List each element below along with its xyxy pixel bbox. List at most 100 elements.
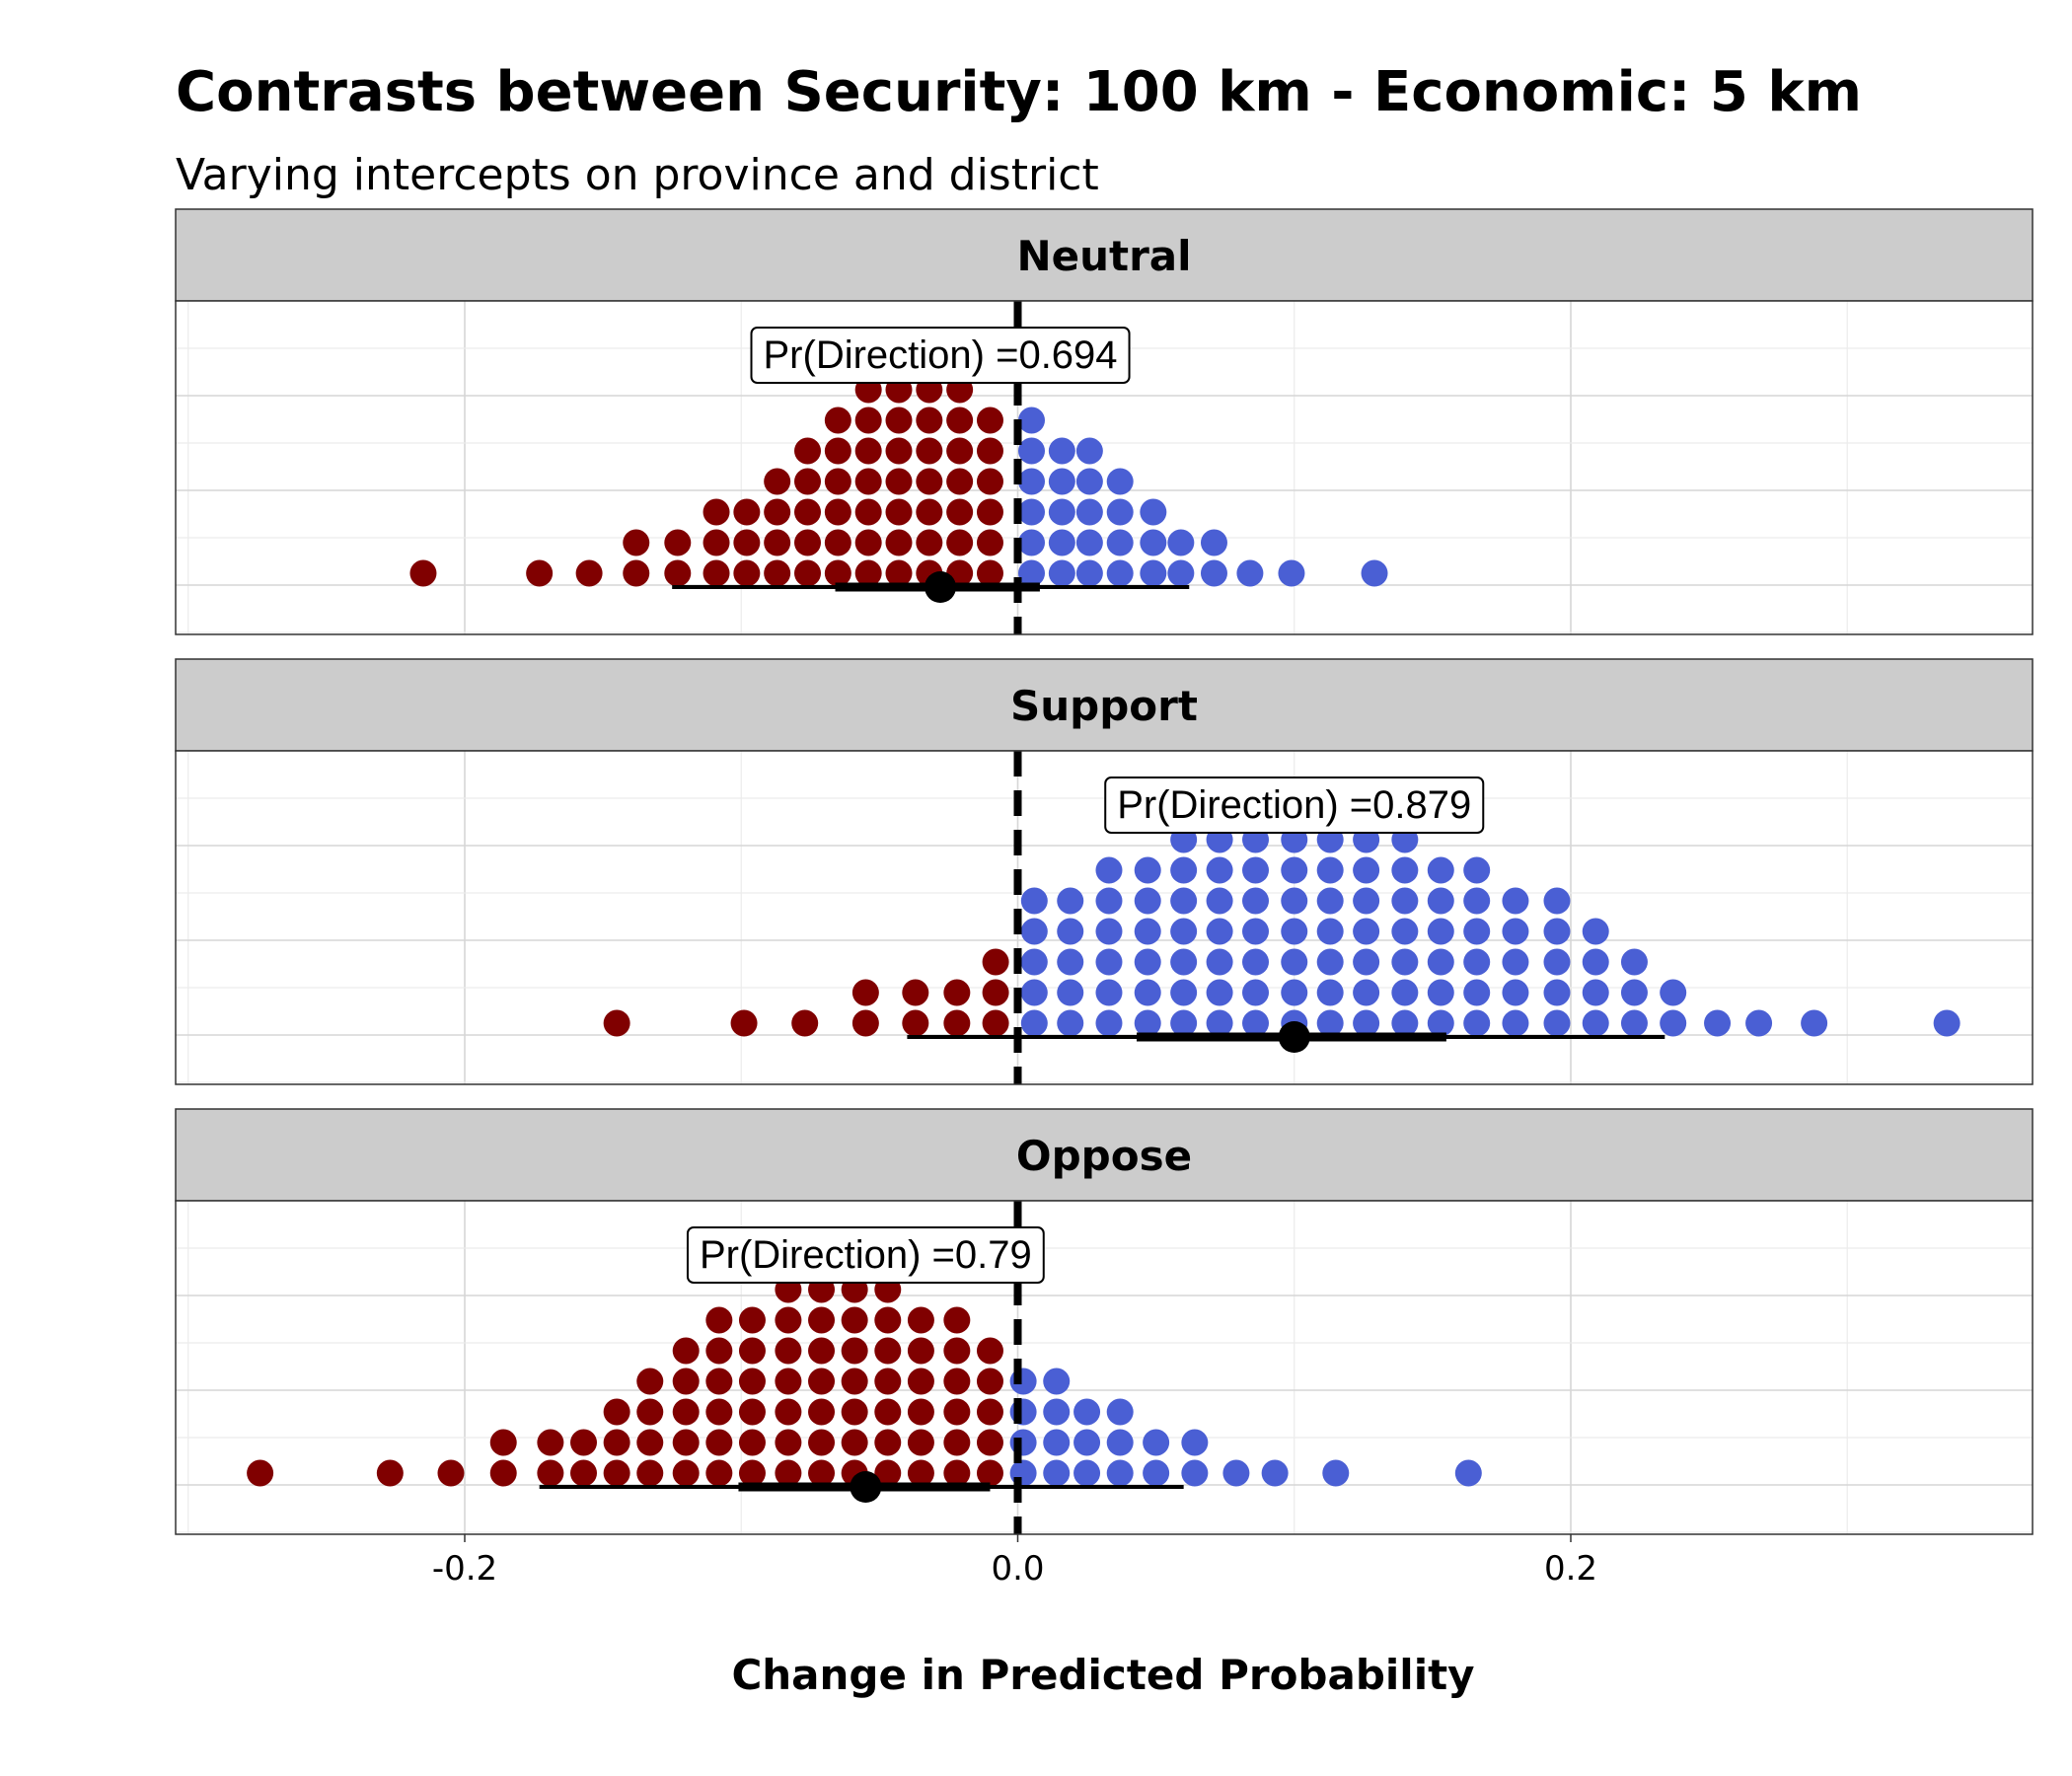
dot xyxy=(703,559,730,587)
dot xyxy=(874,1398,902,1426)
dot xyxy=(1106,1459,1134,1487)
dot xyxy=(1933,1009,1961,1037)
dot xyxy=(705,1429,733,1456)
dot xyxy=(1073,1398,1101,1426)
dot xyxy=(738,1368,766,1395)
dot xyxy=(1353,918,1380,945)
dot xyxy=(1048,559,1075,587)
dot xyxy=(1281,948,1308,976)
dot xyxy=(623,529,650,556)
dot xyxy=(1261,1459,1289,1487)
dot xyxy=(902,1009,929,1037)
dot xyxy=(946,437,974,465)
chart-title: Contrasts between Security: 100 km - Eco… xyxy=(176,60,1862,124)
facet-panel-support: Support Pr(Direction) =0.879 xyxy=(175,658,2034,1085)
dot xyxy=(733,529,761,556)
dot xyxy=(1018,498,1046,526)
x-axis: -0.2 0.0 0.2 xyxy=(432,1534,1597,1589)
dot xyxy=(794,529,822,556)
dot xyxy=(1200,529,1227,556)
dot xyxy=(916,498,943,526)
dot xyxy=(1463,1009,1491,1037)
dot xyxy=(1502,887,1529,915)
dot xyxy=(1463,856,1491,884)
dot xyxy=(885,498,913,526)
dot xyxy=(738,1306,766,1334)
dot xyxy=(1043,1429,1071,1456)
dot xyxy=(247,1459,274,1487)
dot xyxy=(1281,918,1308,945)
x-tick-label: 0.0 xyxy=(991,1549,1044,1589)
dot xyxy=(764,468,791,495)
dot xyxy=(794,468,822,495)
dot xyxy=(1543,1009,1571,1037)
dot xyxy=(1620,1009,1648,1037)
dot xyxy=(1106,529,1134,556)
dot xyxy=(1801,1009,1828,1037)
dot xyxy=(1582,948,1609,976)
dot xyxy=(907,1429,934,1456)
dot xyxy=(1502,1009,1529,1037)
dot xyxy=(976,1337,1003,1365)
dot xyxy=(1463,948,1491,976)
dot xyxy=(1353,979,1380,1006)
dot xyxy=(1463,979,1491,1006)
dot xyxy=(1242,856,1270,884)
dot xyxy=(907,1368,934,1395)
dot xyxy=(1057,1009,1084,1037)
dot xyxy=(1075,468,1103,495)
dot xyxy=(1463,918,1491,945)
dot xyxy=(1057,887,1084,915)
dot xyxy=(824,468,851,495)
dot xyxy=(976,559,1003,587)
dot xyxy=(943,1398,971,1426)
dot xyxy=(738,1459,766,1487)
dot xyxy=(1391,1009,1419,1037)
dot xyxy=(603,1398,630,1426)
dots xyxy=(603,826,1961,1037)
dot xyxy=(1316,918,1344,945)
dot xyxy=(1543,948,1571,976)
dot xyxy=(1391,856,1419,884)
dot xyxy=(874,1337,902,1365)
dot xyxy=(874,1429,902,1456)
dot xyxy=(1200,559,1227,587)
dot xyxy=(1095,1009,1123,1037)
dot xyxy=(976,468,1003,495)
dot xyxy=(808,1459,836,1487)
dot xyxy=(808,1306,836,1334)
dot xyxy=(943,1459,971,1487)
dot xyxy=(1427,948,1454,976)
dot xyxy=(1043,1398,1071,1426)
dot xyxy=(976,529,1003,556)
dot xyxy=(794,498,822,526)
dot xyxy=(854,468,882,495)
dot xyxy=(1057,979,1084,1006)
x-axis-title: Change in Predicted Probability xyxy=(731,1651,1474,1699)
dot xyxy=(1170,887,1198,915)
dot xyxy=(489,1429,517,1456)
dot xyxy=(1427,887,1454,915)
dot xyxy=(1140,559,1167,587)
dot xyxy=(603,1459,630,1487)
dot xyxy=(1660,979,1687,1006)
dot xyxy=(489,1459,517,1487)
dot xyxy=(1242,979,1270,1006)
dot xyxy=(841,1337,868,1365)
dot xyxy=(1143,1429,1170,1456)
dot xyxy=(636,1368,664,1395)
dot xyxy=(1391,918,1419,945)
dot xyxy=(664,559,692,587)
dot xyxy=(907,1306,934,1334)
dot xyxy=(1206,918,1233,945)
facet-strip-label: Oppose xyxy=(1016,1132,1192,1180)
dot xyxy=(409,559,437,587)
dot xyxy=(1427,918,1454,945)
dot xyxy=(1242,918,1270,945)
dot xyxy=(1242,887,1270,915)
dot xyxy=(636,1398,664,1426)
dot xyxy=(902,979,929,1006)
pr-direction-label-text: Pr(Direction) =0.79 xyxy=(700,1233,1032,1277)
dot xyxy=(1020,918,1048,945)
